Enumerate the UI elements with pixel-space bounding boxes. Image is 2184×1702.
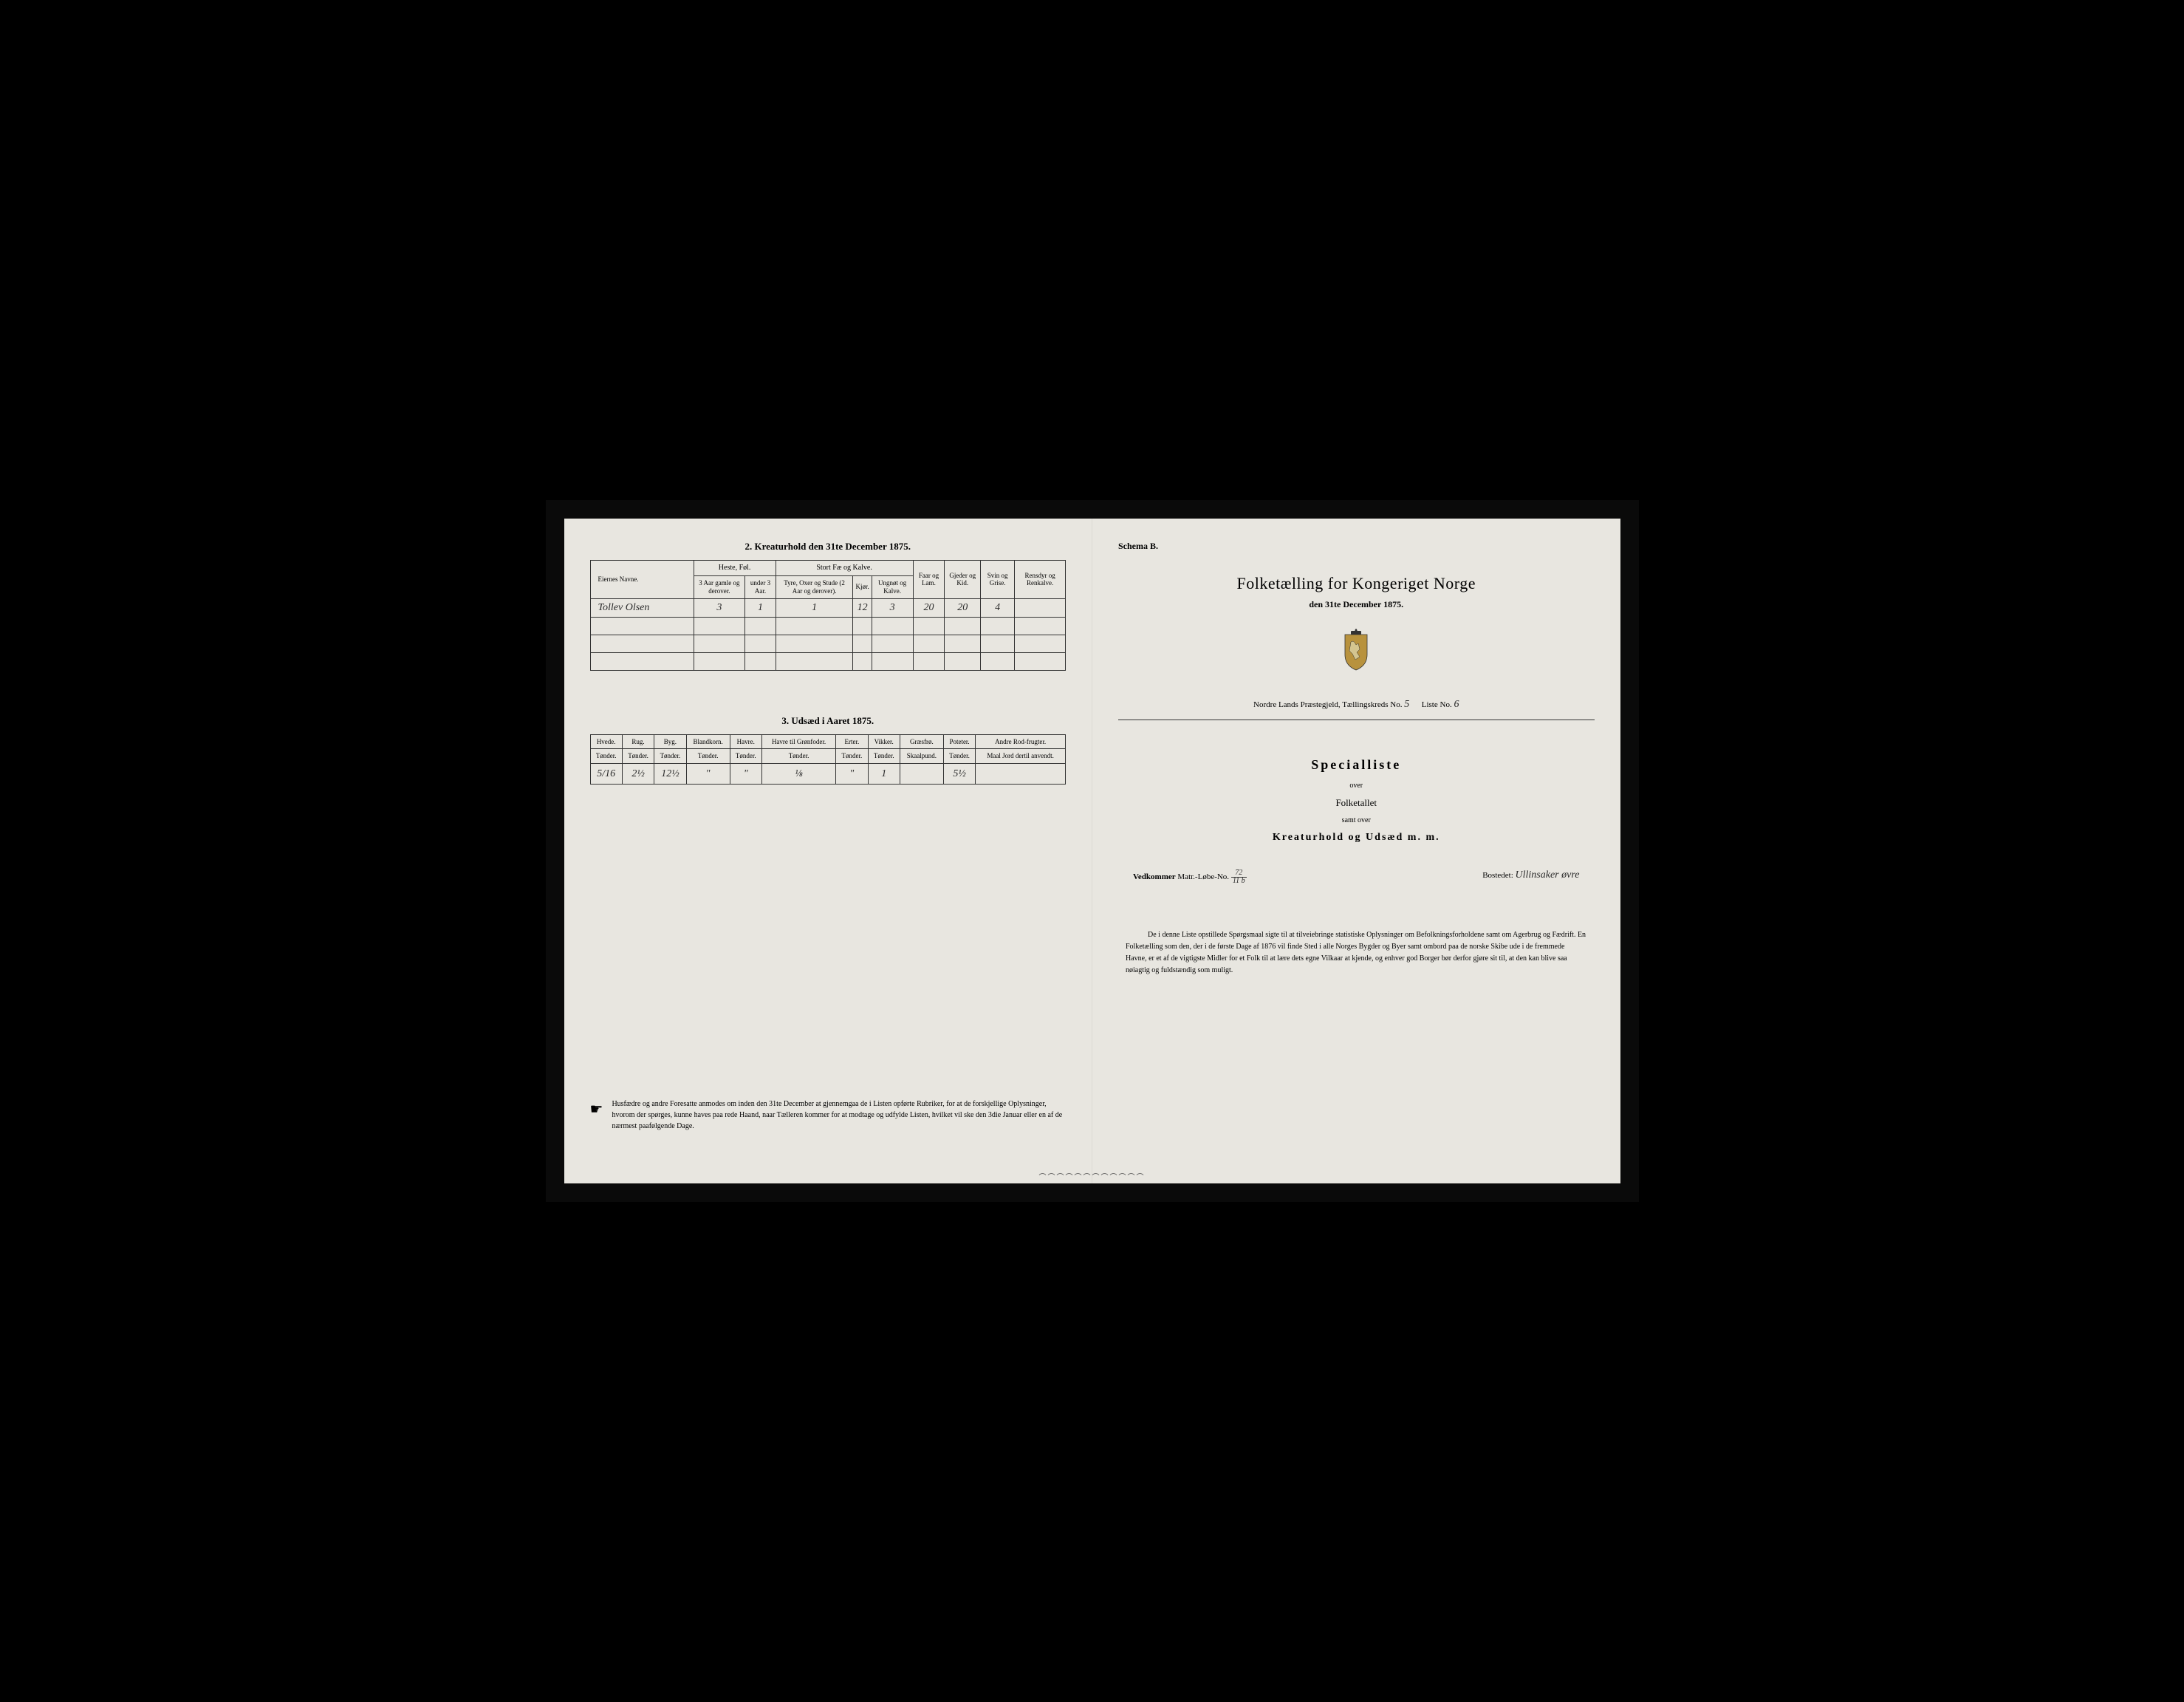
over-text: over (1118, 782, 1595, 790)
cell-v3: 1 (776, 598, 853, 617)
cell-name: Tollev Olsen (590, 598, 694, 617)
table-row: Tollev Olsen 3 1 1 12 3 20 20 4 (590, 598, 1066, 617)
th3-u4: Tønder. (686, 749, 730, 764)
table-row (590, 652, 1066, 670)
th-col2: under 3 Aar. (745, 576, 776, 599)
cell3-v8: 1 (868, 764, 900, 785)
th-name: Eiernes Navne. (590, 561, 694, 599)
matr-den: 11 b (1231, 878, 1247, 885)
cell3-v6: ⅛ (761, 764, 835, 785)
liste-no: 6 (1454, 699, 1459, 710)
cell3-v11 (976, 764, 1066, 785)
bosted-value: Ullinsaker øvre (1516, 869, 1580, 881)
cell-v8: 4 (981, 598, 1015, 617)
th3-c6: Havre til Grønfoder. (761, 734, 835, 749)
th3-c8: Vikker. (868, 734, 900, 749)
main-title: Folketælling for Kongeriget Norge (1118, 574, 1595, 593)
vedkommer-line: Vedkommer Matr.-Løbe-No. 72 11 b Bostede… (1118, 869, 1595, 885)
left-page: 2. Kreaturhold den 31te December 1875. E… (564, 519, 1093, 1183)
th3-u11: Maal Jord dertil anvendt. (976, 749, 1066, 764)
section3-title: 3. Udsæd i Aaret 1875. (590, 715, 1067, 727)
cell3-v7: " (836, 764, 868, 785)
th3-u10: Tønder. (943, 749, 975, 764)
cell3-v10: 5½ (943, 764, 975, 785)
th-col1: 3 Aar gamle og derover. (694, 576, 745, 599)
kreaturhold-table: Eiernes Navne. Heste, Føl. Stort Fæ og K… (590, 560, 1067, 671)
samt-over-text: samt over (1118, 816, 1595, 824)
th-gjeder: Gjeder og Kid. (945, 561, 981, 599)
footer-text: Husfædre og andre Foresatte anmodes om i… (612, 1098, 1066, 1132)
th3-u9: Skaalpund. (900, 749, 943, 764)
cell3-v9 (900, 764, 943, 785)
cell3-v3: 12½ (654, 764, 686, 785)
schema-label: Schema B. (1118, 541, 1595, 552)
cell3-v2: 2½ (622, 764, 654, 785)
th-col3: Tyre, Oxer og Stude (2 Aar og derover). (776, 576, 853, 599)
footer-note: ☛ Husfædre og andre Foresatte anmodes om… (590, 1098, 1067, 1132)
th3-u5: Tønder. (730, 749, 761, 764)
th3-c9: Græsfrø. (900, 734, 943, 749)
subtitle: den 31te December 1875. (1118, 599, 1595, 610)
right-page: Schema B. Folketælling for Kongeriget No… (1092, 519, 1620, 1183)
th3-c1: Hvede. (590, 734, 622, 749)
th3-c3: Byg. (654, 734, 686, 749)
th3-c4: Blandkorn. (686, 734, 730, 749)
th3-u2: Tønder. (622, 749, 654, 764)
th3-u3: Tønder. (654, 749, 686, 764)
folketallet-text: Folketallet (1118, 797, 1595, 809)
cell-v5: 3 (872, 598, 913, 617)
bosted-label: Bostedet: (1482, 871, 1513, 880)
th-col4: Kjør. (853, 576, 872, 599)
cell-v6: 20 (913, 598, 945, 617)
cell-v1: 3 (694, 598, 745, 617)
th-group2: Stort Fæ og Kalve. (776, 561, 913, 576)
table-row: 5/16 2½ 12½ " " ⅛ " 1 5½ (590, 764, 1066, 785)
cell-v2: 1 (745, 598, 776, 617)
th3-c5: Havre. (730, 734, 761, 749)
th3-u1: Tønder. (590, 749, 622, 764)
th3-u6: Tønder. (761, 749, 835, 764)
cell3-v4: " (686, 764, 730, 785)
section2-title: 2. Kreaturhold den 31te December 1875. (590, 541, 1067, 553)
kreaturhold-heading: Kreaturhold og Udsæd m. m. (1118, 832, 1595, 844)
th3-u7: Tønder. (836, 749, 868, 764)
cell3-v1: 5/16 (590, 764, 622, 785)
matr-fraction: 72 11 b (1231, 869, 1247, 885)
coat-of-arms-icon (1118, 629, 1595, 677)
specialliste-heading: Specialliste (1118, 757, 1595, 773)
th-group1: Heste, Føl. (694, 561, 776, 576)
info-paragraph: De i denne Liste opstillede Spørgsmaal s… (1118, 929, 1595, 977)
th3-c10: Poteter. (943, 734, 975, 749)
document-frame: 2. Kreaturhold den 31te December 1875. E… (546, 500, 1639, 1202)
binding-marks: ⌒⌒⌒⌒⌒⌒⌒⌒⌒⌒⌒⌒ (1039, 1171, 1146, 1182)
th-col5: Ungnøt og Kalve. (872, 576, 913, 599)
cell-v7: 20 (945, 598, 981, 617)
cell-v9 (1015, 598, 1066, 617)
th3-c2: Rug. (622, 734, 654, 749)
udsaed-table: Hvede. Rug. Byg. Blandkorn. Havre. Havre… (590, 734, 1067, 785)
th-rensdyr: Rensdyr og Renkalve. (1015, 561, 1066, 599)
cell3-v5: " (730, 764, 761, 785)
location-kreds: 5 (1404, 699, 1409, 710)
location-line: Nordre Lands Præstegjeld, Tællingskreds … (1118, 699, 1595, 720)
document-spread: 2. Kreaturhold den 31te December 1875. E… (564, 519, 1620, 1183)
th3-c7: Erter. (836, 734, 868, 749)
vedkommer-label: Vedkommer (1133, 872, 1176, 881)
location-prefix: Nordre Lands Præstegjeld, Tællingskreds … (1253, 700, 1402, 709)
pointing-hand-icon: ☛ (590, 1098, 603, 1132)
liste-label: Liste No. (1422, 700, 1452, 709)
th-faar: Faar og Lam. (913, 561, 945, 599)
table-row (590, 617, 1066, 635)
table-row (590, 635, 1066, 652)
th3-c11: Andre Rod-frugter. (976, 734, 1066, 749)
cell-v4: 12 (853, 598, 872, 617)
matr-label: Matr.-Løbe-No. (1177, 872, 1229, 881)
th3-u8: Tønder. (868, 749, 900, 764)
th-svin: Svin og Grise. (981, 561, 1015, 599)
